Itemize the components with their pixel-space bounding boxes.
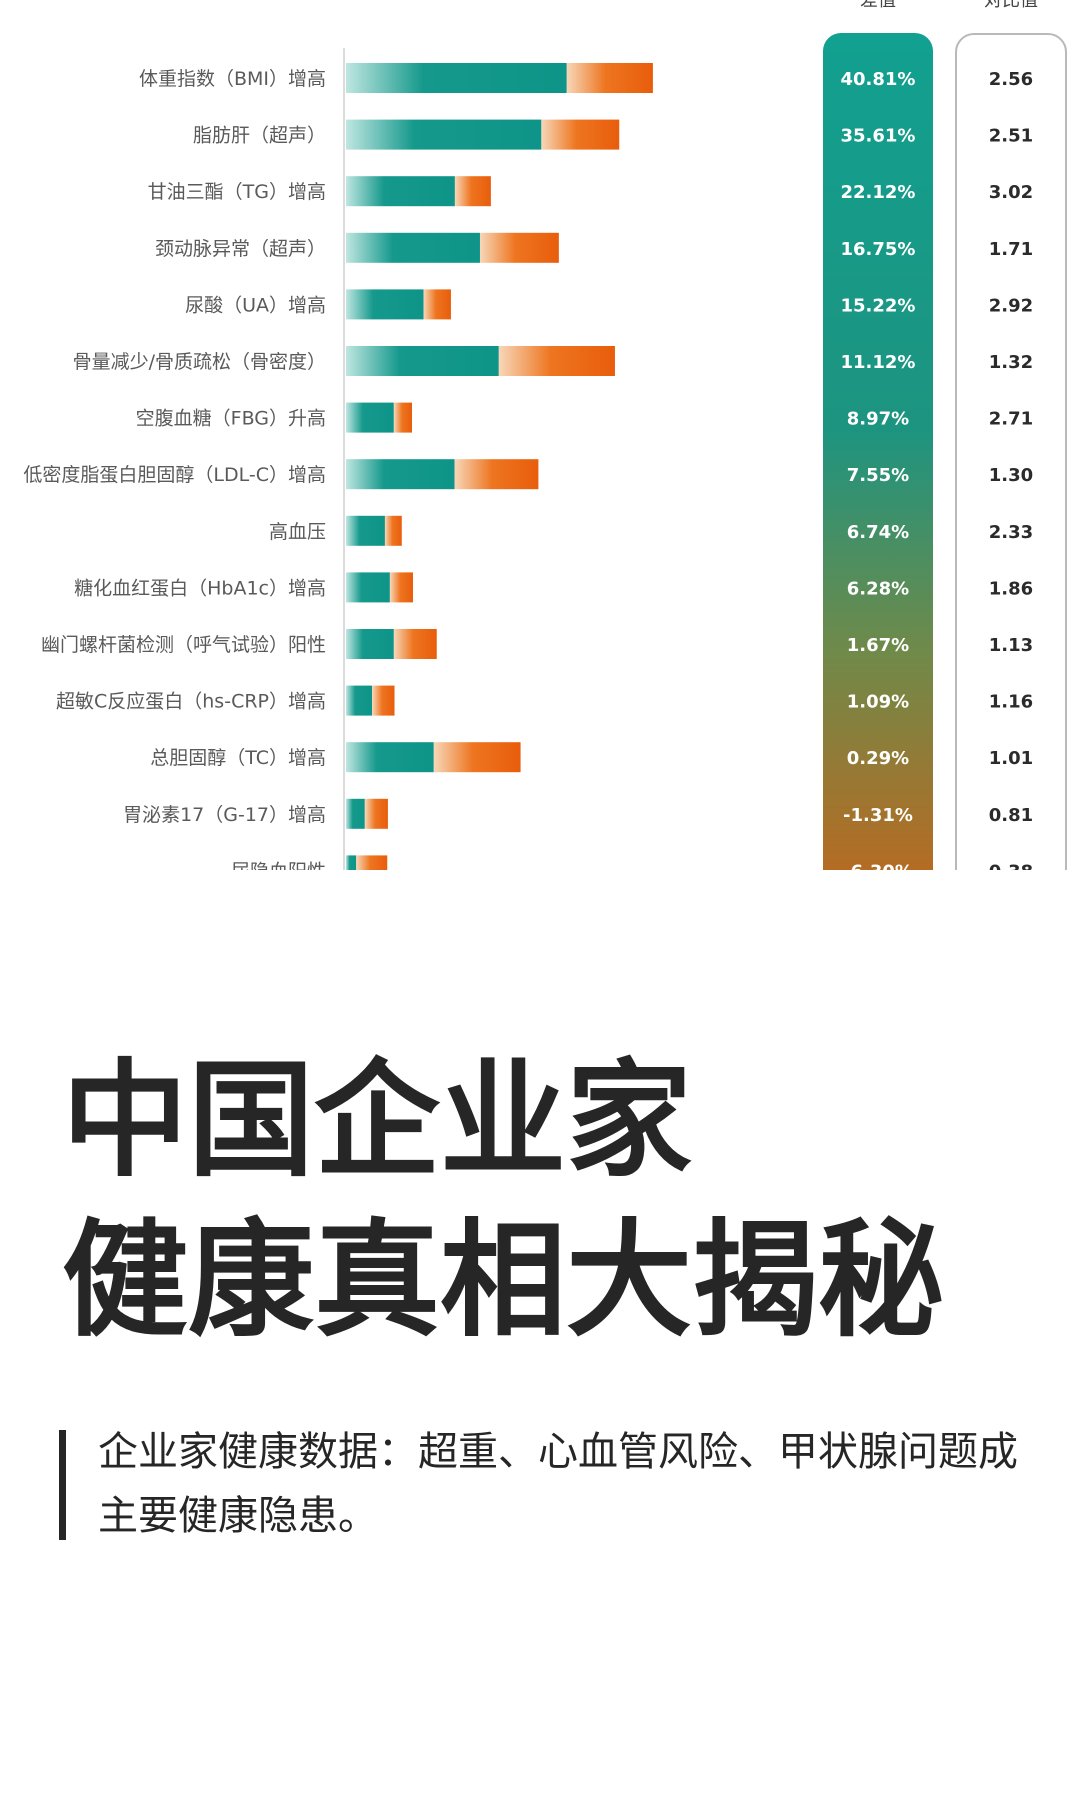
orange-bar [433,742,521,773]
ratio-value: 1.86 [989,578,1033,599]
category-label: 尿酸（UA）增高 [185,294,326,316]
diff-value: 6.28% [847,578,909,599]
ratio-value: 1.13 [989,635,1033,656]
diff-value: 6.74% [847,522,909,543]
ratio-value: 0.38 [989,861,1033,870]
ratio-column-bg [955,33,1067,870]
summary-text: 企业家健康数据：超重、心血管风险、甲状腺问题成主要健康隐患。 [98,1429,1018,1539]
ratio-column-header: 对比值 [984,0,1038,11]
orange-bar [389,572,413,603]
ratio-value: 2.56 [989,69,1033,90]
category-label: 幽门螺杆菌检测（呼气试验）阳性 [41,634,326,656]
diff-value: -1.31% [843,805,913,826]
category-label: 颈动脉异常（超声） [155,238,326,260]
category-label: 糖化血红蛋白（HbA1c）增高 [74,577,326,599]
orange-bar [498,346,615,376]
headline-line-1: 中国企业家 [62,1046,692,1194]
health-bar-chart: 差值 对比值 体重指数（BMI）增高 40.81% 2.56 脂肪肝（超声） 35.61… [23,0,1067,870]
diff-value: 7.55% [847,465,909,486]
category-label: 总胆固醇（TC）增高 [150,747,326,769]
ratio-value: 1.32 [989,352,1033,373]
diff-value: -6.30% [843,861,913,870]
diff-value: 35.61% [841,126,916,147]
chart-area: 差值 对比值 体重指数（BMI）增高 40.81% 2.56 脂肪肝（超声） 35.61… [0,0,1080,870]
ratio-value: 0.81 [989,805,1033,826]
orange-bar [454,176,491,207]
orange-bar [384,515,402,546]
orange-bar [423,289,451,320]
category-label: 低密度脂蛋白胆固醇（LDL-C）增高 [23,464,326,486]
diff-value: 40.81% [841,69,916,90]
category-label: 超敏C反应蛋白（hs-CRP）增高 [56,691,326,713]
category-label: 尿隐血阳性 [231,860,326,870]
teal-bar [346,63,567,93]
orange-bar [479,232,559,263]
teal-bar [346,402,394,433]
category-label: 高血压 [269,521,326,543]
diff-value: 1.67% [847,635,909,656]
orange-bar [566,63,653,93]
diff-value: 1.09% [847,692,909,713]
teal-bar [346,572,390,603]
teal-bar [346,629,394,659]
orange-bar [364,798,388,829]
ratio-value: 1.01 [989,748,1033,769]
diff-value: 16.75% [841,239,916,260]
category-label: 脂肪肝（超声） [193,125,326,147]
ratio-value: 1.30 [989,465,1033,486]
diff-value: 15.22% [841,295,916,316]
teal-bar [346,119,542,150]
diff-value: 8.97% [847,409,909,430]
orange-bar [393,629,437,659]
ratio-value: 2.51 [989,126,1033,147]
orange-bar [393,402,412,433]
teal-bar [346,459,455,490]
diff-value: 11.12% [841,352,916,373]
category-label: 体重指数（BMI）增高 [139,68,326,90]
teal-bar [346,346,499,376]
teal-bar [346,232,480,263]
summary-accent-bar [59,1430,66,1540]
teal-bar [346,515,385,546]
diff-column-bg [823,33,933,870]
ratio-value: 2.33 [989,522,1033,543]
orange-bar [541,119,620,150]
ratio-value: 3.02 [989,182,1033,203]
headline: 中国企业家 健康真相大揭秘 [62,1040,1042,1360]
diff-value: 0.29% [847,748,909,769]
teal-bar [346,855,357,870]
diff-column-header: 差值 [860,0,896,11]
ratio-value: 2.92 [989,295,1033,316]
teal-bar [346,289,424,320]
orange-bar [372,685,395,716]
teal-bar [346,742,434,773]
ratio-value: 1.71 [989,239,1033,260]
orange-bar [356,855,388,870]
teal-bar [346,798,365,829]
ratio-value: 2.71 [989,409,1033,430]
ratio-value: 1.16 [989,692,1033,713]
category-label: 胃泌素17（G-17）增高 [123,804,326,826]
diff-value: 22.12% [841,182,916,203]
orange-bar [454,459,539,490]
headline-line-2: 健康真相大揭秘 [62,1206,944,1354]
category-label: 甘油三酯（TG）增高 [148,181,326,203]
teal-bar [346,176,455,207]
category-label: 空腹血糖（FBG）升高 [136,408,326,430]
teal-bar [346,685,373,716]
category-label: 骨量减少/骨质疏松（骨密度） [73,351,326,373]
